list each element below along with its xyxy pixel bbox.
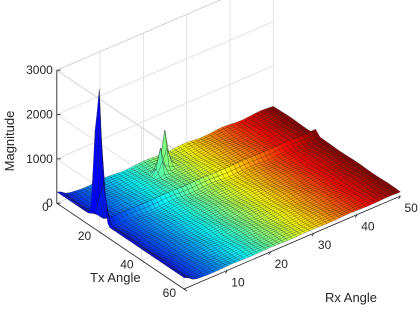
tx-tick-label: 0: [42, 200, 49, 214]
surface-plot: [56, 89, 401, 280]
rx-tick: [268, 251, 271, 256]
rx-axis-line: [183, 195, 401, 290]
rx-tick: [354, 214, 358, 218]
rx-tick-label: 40: [361, 220, 375, 234]
rx-tick-label: 20: [275, 257, 289, 271]
box-edge: [56, 0, 222, 71]
y-axis-label: Tx Angle: [90, 270, 141, 285]
tx-tick-label: 40: [120, 257, 134, 271]
z-tick-label: 3000: [26, 63, 53, 77]
tx-tick: [183, 288, 188, 292]
back-wall-right: [56, 0, 274, 204]
x-axis-label: Rx Angle: [325, 290, 377, 305]
rx-tick: [398, 195, 401, 200]
rx-tick: [311, 232, 315, 237]
z-axis-label: Magnitude: [2, 111, 17, 172]
tx-tick-label: 20: [78, 229, 92, 243]
axes: 0 1000 2000 3000 0 20 40 60 10 20 30 40 50: [26, 63, 418, 300]
z-tick-label: 0: [46, 196, 53, 210]
surface-cell: [181, 276, 189, 279]
rx-tick: [224, 270, 228, 274]
tx-tick: [141, 260, 145, 263]
tx-tick: [56, 202, 61, 206]
rx-tick-label: 10: [231, 275, 245, 289]
tx-tick: [98, 231, 103, 235]
rx-tick-label: 30: [318, 238, 332, 252]
box-edge: [56, 69, 185, 157]
tx-tick-label: 60: [163, 286, 177, 300]
z-tick-label: 2000: [26, 108, 53, 122]
tx-axis-line: [56, 202, 185, 290]
rx-tick-label: 50: [405, 201, 419, 215]
z-tick-label: 1000: [26, 152, 53, 166]
